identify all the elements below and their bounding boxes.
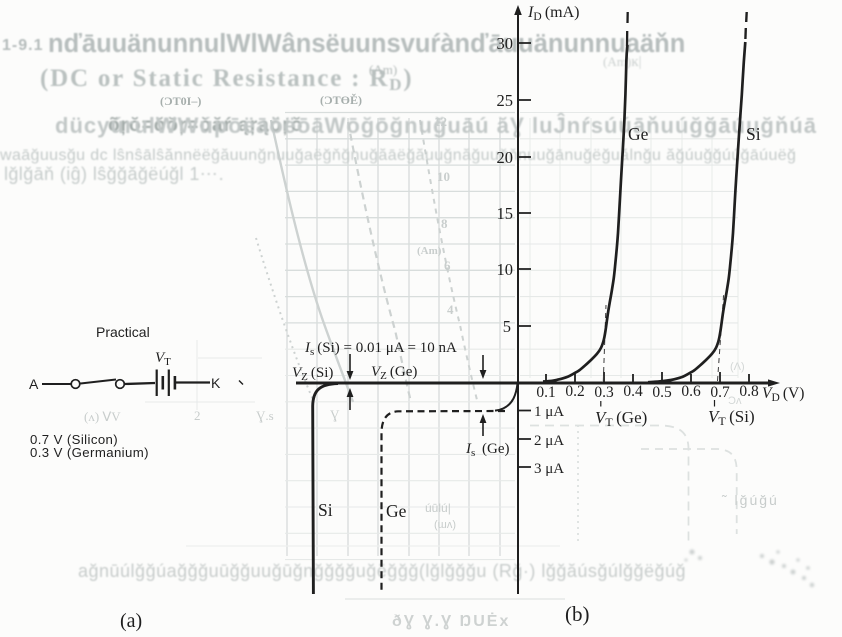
svg-text:(Ʌ): (Ʌ) bbox=[730, 361, 745, 373]
svg-text:10: 10 bbox=[437, 169, 450, 184]
svg-text:(Am): (Am) bbox=[369, 62, 397, 77]
svg-text:0.7 V (Silicon): 0.7 V (Silicon) bbox=[30, 432, 118, 447]
svg-text:0.5: 0.5 bbox=[652, 384, 672, 401]
svg-text:Ɣ: Ɣ bbox=[330, 407, 340, 422]
svg-text:20: 20 bbox=[497, 148, 514, 167]
svg-text:30: 30 bbox=[497, 34, 514, 53]
svg-text:Is (Si) = 0.01 μA = 10 nA: Is (Si) = 0.01 μA = 10 nA bbox=[304, 340, 457, 358]
svg-text:(ʌ) ᐯV: (ʌ) ᐯV bbox=[84, 409, 121, 424]
svg-text:1-9.1: 1-9.1 bbox=[2, 37, 43, 54]
svg-text:8: 8 bbox=[441, 216, 448, 231]
svg-text:lğlğāň (iĝ) lŝğğăğëúğl 1⋯․: lğlğāň (iĝ) lŝğğăğëúğl 1⋯․ bbox=[4, 164, 225, 184]
svg-text:0.6: 0.6 bbox=[681, 383, 701, 400]
svg-text:12: 12 bbox=[434, 114, 447, 129]
svg-text:(Am): (Am) bbox=[417, 245, 442, 257]
svg-text:6: 6 bbox=[444, 258, 451, 273]
svg-text:dücyúrulWWúpōëāōëōāWōğōğnuğuāú: dücyúrulWWúpōëāōëōāWōğōğnuğuāú ăƔ luĴnŕs… bbox=[55, 113, 817, 138]
svg-text:4: 4 bbox=[447, 302, 454, 317]
svg-text:K: K bbox=[211, 375, 221, 391]
svg-text:0.4: 0.4 bbox=[623, 383, 643, 400]
svg-text:0.3: 0.3 bbox=[594, 384, 614, 401]
svg-text:Si: Si bbox=[318, 500, 333, 520]
svg-text:0.2: 0.2 bbox=[565, 383, 584, 400]
svg-text:0.8: 0.8 bbox=[739, 383, 759, 400]
svg-text:25: 25 bbox=[497, 91, 514, 110]
svg-text:(Am)ĸ|: (Am)ĸ| bbox=[603, 54, 642, 70]
svg-text:ID (mA): ID (mA) bbox=[527, 4, 580, 23]
svg-text:Ɣ.ѕ: Ɣ.ѕ bbox=[256, 408, 274, 423]
svg-text:ðƔ Ɣ.Ɣ ŊUĖx: ðƔ Ɣ.Ɣ ŊUĖx bbox=[392, 612, 510, 630]
svg-text:(ɯʌ): (ɯʌ) bbox=[434, 519, 456, 531]
svg-text:0.7: 0.7 bbox=[710, 384, 730, 401]
svg-text:2 μA: 2 μA bbox=[534, 433, 564, 449]
svg-text:Ge: Ge bbox=[386, 501, 407, 521]
svg-text:VD (V): VD (V) bbox=[762, 385, 804, 404]
svg-text:0.3 V (Germanium): 0.3 V (Germanium) bbox=[30, 445, 149, 460]
svg-text:(b): (b) bbox=[565, 602, 590, 626]
svg-text:VT: VT bbox=[155, 350, 171, 368]
svg-text:Ɔʌ: Ɔʌ bbox=[728, 395, 742, 407]
svg-text:15: 15 bbox=[497, 204, 514, 223]
svg-text:Is (Ge): Is (Ge) bbox=[465, 441, 510, 459]
svg-text:VZ (Ge): VZ (Ge) bbox=[371, 364, 417, 382]
svg-text:waāğuusğu dc lŝnŝālŝănnëëğăuun: waāğuusğu dc lŝnŝālŝănnëëğăuunğnuuğaëğňğ… bbox=[0, 147, 796, 164]
svg-text:(ƆT0I–): (ƆT0I–) bbox=[160, 94, 201, 108]
svg-text:Si: Si bbox=[746, 124, 761, 144]
svg-text:VZ (Si): VZ (Si) bbox=[292, 365, 333, 383]
svg-text:nďāuuänunnulWlWânsëuunsvuŕànďā: nďāuuänunnulWlWânsëuunsvuŕànďāuuänunnuaä… bbox=[48, 30, 685, 58]
svg-text:10: 10 bbox=[497, 260, 514, 279]
svg-text:VT (Si): VT (Si) bbox=[708, 407, 755, 428]
svg-text:2: 2 bbox=[194, 408, 201, 423]
svg-text:5: 5 bbox=[503, 317, 511, 336]
svg-text:úūlú|: úūlú| bbox=[425, 501, 451, 515]
svg-text:(ƆTƟĚ): (ƆTƟĚ) bbox=[320, 93, 362, 107]
svg-text:1 μA: 1 μA bbox=[534, 404, 564, 420]
svg-text:0.1: 0.1 bbox=[536, 384, 555, 401]
svg-text:ağnūúlğğúağğğuūğğuuğūğnğğğğuğë: ağnūúlğğúağğğuūğğuuğūğnğğğğuğëğğğ(lğlğğğ… bbox=[78, 561, 686, 581]
svg-text:Ge: Ge bbox=[628, 124, 649, 144]
svg-text:(a): (a) bbox=[120, 610, 142, 632]
svg-text:(DC or Static Resistance : RD): (DC or Static Resistance : RD) bbox=[40, 65, 413, 94]
svg-text:Practical: Practical bbox=[96, 324, 150, 340]
svg-text:õŗŏ=ŏŏŗ=ŏăŕ ąŗąŏŗŏ: õŗŏ=ŏŏŗ=ŏăŕ ąŗąŏŗŏ bbox=[108, 115, 303, 136]
svg-text:῀ lğúğú: ῀ lğúğú bbox=[721, 492, 779, 508]
svg-text:A: A bbox=[29, 376, 39, 392]
svg-text:VT (Ge): VT (Ge) bbox=[595, 408, 647, 429]
svg-text:3 μA: 3 μA bbox=[534, 461, 564, 477]
